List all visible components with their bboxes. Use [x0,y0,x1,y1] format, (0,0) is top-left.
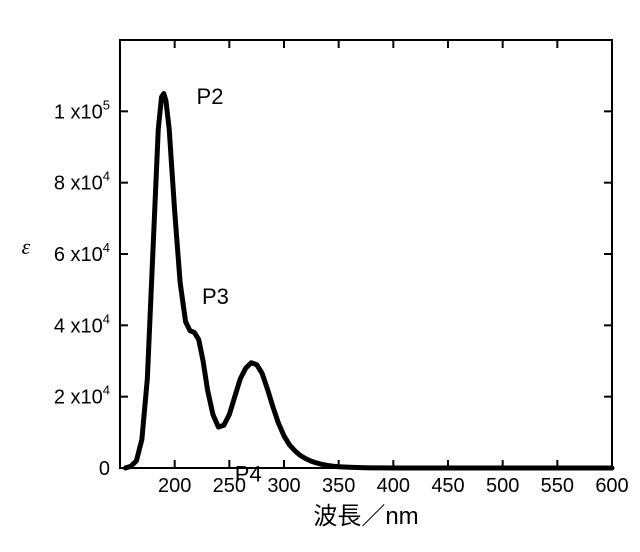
y-tick-label: 8 x104 [54,169,110,195]
y-tick-label: 0 [99,458,110,480]
chart-svg: 20025030035040045050055060002 x1044 x104… [0,0,640,552]
peak-label-p4: P4 [235,461,262,486]
x-tick-label: 300 [267,475,300,497]
peak-label-p3: P3 [202,284,229,309]
peak-label-p2: P2 [197,84,224,109]
y-tick-label: 6 x104 [54,240,110,266]
x-tick-label: 450 [431,475,464,497]
x-tick-label: 550 [541,475,574,497]
y-tick-label: 4 x104 [54,311,110,337]
spectrum-chart: 20025030035040045050055060002 x1044 x104… [0,0,640,552]
y-tick-label: 2 x104 [54,383,110,409]
y-tick-label: 1 x105 [54,97,110,123]
x-axis-label: 波長／nm [313,503,418,530]
x-tick-label: 400 [377,475,410,497]
y-axis-label: ε [22,234,31,259]
x-tick-label: 600 [595,475,628,497]
x-tick-label: 500 [486,475,519,497]
x-tick-label: 200 [158,475,191,497]
x-tick-label: 350 [322,475,355,497]
